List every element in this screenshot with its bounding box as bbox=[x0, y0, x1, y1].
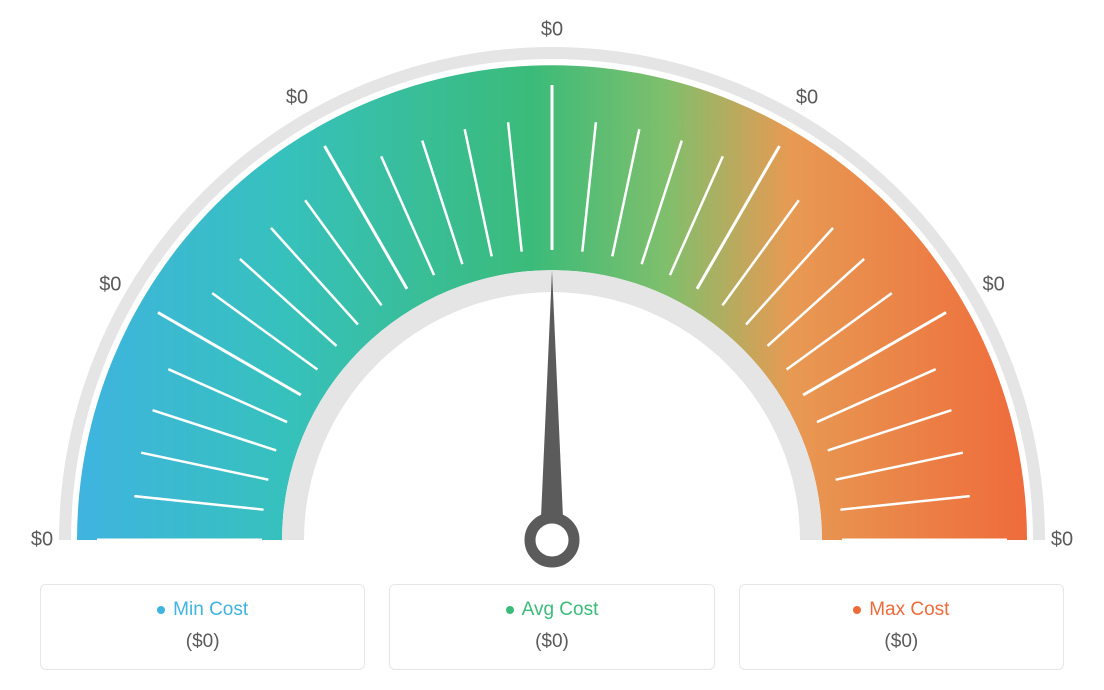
gauge-tick-label: $0 bbox=[796, 87, 818, 110]
gauge-tick-label: $0 bbox=[31, 529, 53, 552]
legend-title-max: Max Cost bbox=[869, 599, 949, 621]
legend-dot-max bbox=[853, 606, 861, 614]
legend-dot-min bbox=[157, 606, 165, 614]
legend-dot-avg bbox=[506, 606, 514, 614]
chart-container: $0 $0 $0 $0 $0 $0 $0 Min Cost ($0) Avg Cost ($… bbox=[0, 0, 1104, 690]
gauge-tick-label: $0 bbox=[1051, 529, 1073, 552]
legend-card-avg: Avg Cost ($0) bbox=[389, 584, 714, 670]
gauge-tick-label: $0 bbox=[983, 274, 1005, 297]
legend-title-min: Min Cost bbox=[173, 599, 248, 621]
gauge-tick-label: $0 bbox=[541, 19, 563, 42]
gauge-tick-label: $0 bbox=[99, 274, 121, 297]
legend-title-avg: Avg Cost bbox=[522, 599, 599, 621]
gauge-svg bbox=[0, 0, 1104, 570]
gauge-chart: $0 $0 $0 $0 $0 $0 $0 bbox=[0, 0, 1104, 570]
legend-value-max: ($0) bbox=[750, 631, 1053, 653]
legend-row: Min Cost ($0) Avg Cost ($0) Max Cost ($0… bbox=[0, 584, 1104, 670]
legend-card-max: Max Cost ($0) bbox=[739, 584, 1064, 670]
legend-card-min: Min Cost ($0) bbox=[40, 584, 365, 670]
gauge-tick-label: $0 bbox=[286, 87, 308, 110]
legend-value-min: ($0) bbox=[51, 631, 354, 653]
legend-value-avg: ($0) bbox=[400, 631, 703, 653]
